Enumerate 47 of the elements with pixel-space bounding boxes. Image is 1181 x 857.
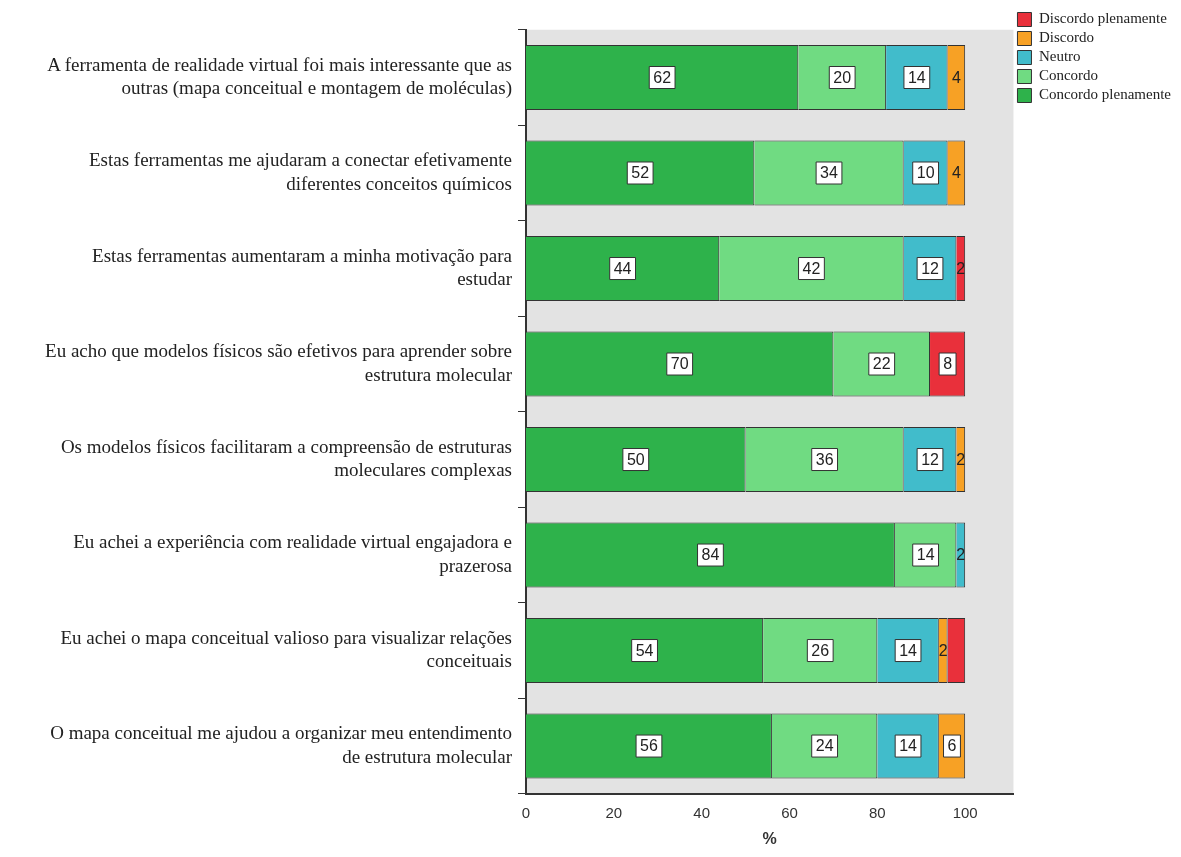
x-tick-label: 100 <box>952 803 978 821</box>
y-tick-label: Os modelos físicos facilitaram a compreensão de estruturas moleculares complexas <box>60 435 512 481</box>
legend-label: Discordo plenamente <box>1038 10 1168 27</box>
x-axis-title: % <box>762 829 777 847</box>
data-label: 4 <box>951 68 961 86</box>
data-label: 62 <box>653 68 672 86</box>
legend-label: Neutro <box>1038 48 1081 65</box>
data-label: 2 <box>938 641 948 659</box>
data-label: 22 <box>872 355 891 373</box>
data-label: 14 <box>899 641 918 659</box>
y-tick-label: Eu achei a experiência com realidade virtual engajadora e prazerosa <box>73 531 513 576</box>
data-label: 4 <box>951 164 961 182</box>
data-label: 14 <box>916 546 935 564</box>
legend-label: Discordo <box>1038 29 1094 46</box>
x-tick-label: 80 <box>868 803 886 821</box>
data-label: 54 <box>635 641 654 659</box>
legend-label: Concordo <box>1038 67 1099 84</box>
data-label: 14 <box>907 68 926 86</box>
x-tick-label: 0 <box>521 803 531 821</box>
data-label: 6 <box>947 737 957 755</box>
data-label: 50 <box>626 450 645 468</box>
data-label: 44 <box>613 259 632 277</box>
y-tick-label: A ferramenta de realidade virtual foi mais interessante que as outras (mapa conceitual e montagem de moléculas) <box>47 53 512 100</box>
data-label: 26 <box>811 641 830 659</box>
data-label: 56 <box>640 737 658 755</box>
x-tick-label: 40 <box>693 803 710 821</box>
data-label: 36 <box>815 450 834 468</box>
data-label: 42 <box>802 259 821 277</box>
data-label: 84 <box>701 546 720 564</box>
data-label: 8 <box>943 355 953 373</box>
y-tick-label: Estas ferramentas me ajudaram a conectar efetivamente diferentes conceitos químicos <box>88 149 512 194</box>
x-tick-label: 60 <box>781 803 798 821</box>
data-label: 20 <box>833 68 852 86</box>
data-label: 24 <box>815 737 834 755</box>
data-label: 12 <box>921 259 940 277</box>
y-tick-label: O mapa conceitual me ajudou a organizar meu entendimento de estrutura molecular <box>50 722 513 767</box>
data-label: 10 <box>916 164 935 182</box>
data-label: 70 <box>670 355 689 373</box>
y-tick-label: Estas ferramentas aumentaram a minha motivação para estudar <box>92 244 513 290</box>
data-label: 14 <box>899 737 918 755</box>
legend-label: Concordo plenamente <box>1038 86 1172 103</box>
data-label: 34 <box>820 164 839 182</box>
x-tick-label: 20 <box>605 803 623 821</box>
data-label: 52 <box>631 164 650 182</box>
data-label: 12 <box>921 450 940 468</box>
y-tick-label: Eu acho que modelos físicos são efetivos para aprender sobre estrutura molecular <box>45 340 513 385</box>
y-tick-label: Eu achei o mapa conceitual valioso para visualizar relações conceituais <box>60 626 512 672</box>
